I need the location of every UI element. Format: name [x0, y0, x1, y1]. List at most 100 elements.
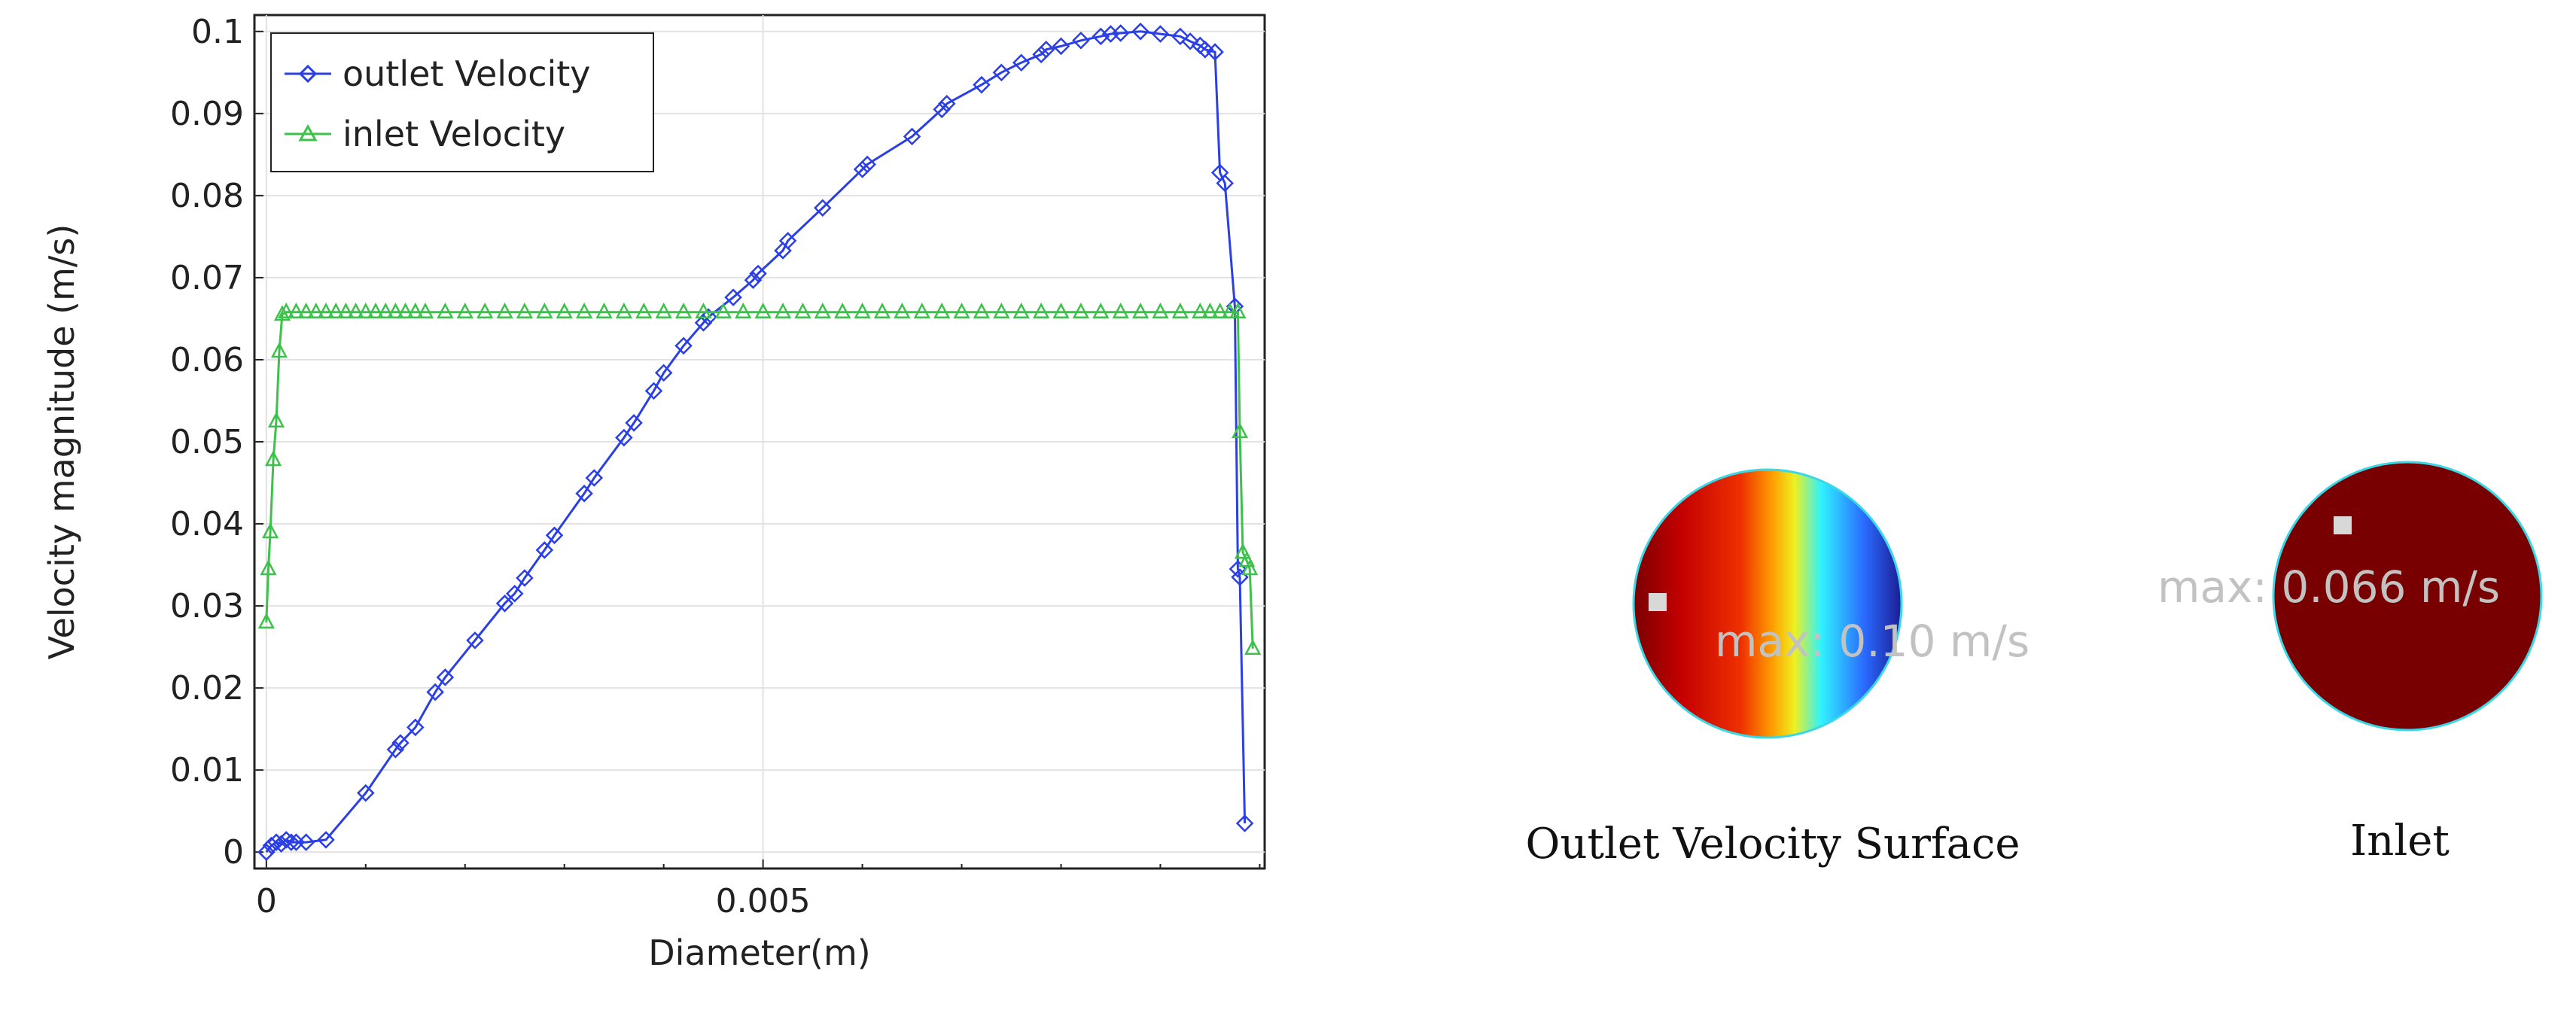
data-point	[694, 314, 713, 332]
y-tick-label: 0.02	[170, 669, 244, 707]
data-point	[575, 484, 593, 503]
data-point	[477, 303, 494, 318]
legend-entry-outlet: outlet Velocity	[285, 53, 591, 94]
legend-box	[270, 32, 654, 172]
data-point	[270, 342, 288, 358]
data-point	[278, 303, 295, 318]
data-point	[1032, 45, 1050, 64]
legend-triangle-marker	[298, 123, 318, 141]
series-outlet	[257, 23, 1254, 861]
outlet-velocity-surface: max: 0.10 m/s Outlet Velocity Surface	[1526, 468, 2029, 869]
y-tick-label: 0.09	[170, 95, 244, 133]
data-point	[699, 308, 717, 327]
data-point	[1052, 37, 1070, 56]
data-point	[267, 833, 285, 851]
data-point	[735, 303, 752, 318]
data-point	[615, 428, 633, 447]
data-point	[277, 831, 295, 849]
data-point	[505, 584, 524, 603]
series	[257, 23, 1262, 861]
data-point	[397, 303, 414, 318]
data-point	[262, 522, 279, 539]
data-point	[933, 303, 951, 318]
x-axis-ticks: 0 0.005	[256, 859, 1261, 920]
outlet-max-marker	[1649, 593, 1667, 611]
data-point	[635, 303, 653, 318]
data-point	[456, 303, 473, 318]
data-point	[973, 75, 991, 94]
data-point	[894, 303, 911, 318]
data-point	[674, 303, 693, 318]
data-point	[1111, 24, 1130, 42]
data-point	[426, 683, 444, 701]
y-tick-label: 0.03	[170, 587, 244, 625]
data-point	[1131, 23, 1149, 41]
data-point	[1234, 543, 1252, 559]
data-point	[260, 559, 277, 576]
data-point	[347, 303, 364, 318]
data-point	[267, 412, 285, 427]
x-tick-label: 0.005	[716, 882, 811, 920]
data-point	[853, 160, 872, 178]
data-point	[1181, 32, 1199, 50]
data-point	[873, 303, 891, 318]
y-tick-label: 0.08	[170, 177, 244, 215]
outlet-max-label: max: 0.10 m/s	[1715, 616, 2029, 667]
data-point	[858, 155, 876, 174]
data-point	[386, 741, 405, 759]
data-point	[264, 450, 282, 467]
data-point	[1092, 27, 1110, 46]
data-point	[288, 303, 305, 318]
data-point	[794, 303, 811, 318]
data-point	[973, 303, 990, 318]
data-point	[595, 303, 613, 318]
data-point	[377, 303, 394, 318]
data-point	[814, 303, 831, 318]
outlet-surface-disc	[1632, 468, 1903, 739]
data-point	[585, 469, 604, 487]
data-point	[1151, 25, 1170, 43]
data-point	[273, 305, 291, 321]
data-point	[937, 94, 956, 113]
x-tick-label: 0	[256, 882, 277, 920]
data-point	[387, 303, 404, 318]
data-point	[953, 303, 970, 318]
data-point	[516, 303, 533, 318]
data-point	[1052, 303, 1070, 318]
data-point	[854, 303, 871, 318]
data-point	[297, 303, 315, 318]
data-point	[307, 303, 324, 318]
y-axis-label: Velocity magnitude (m/s)	[41, 224, 82, 660]
data-point	[357, 783, 375, 802]
legend: outlet Velocity inlet Velocity	[270, 32, 654, 172]
data-point	[367, 303, 385, 318]
data-point	[297, 833, 315, 851]
data-point	[391, 734, 410, 752]
data-point	[416, 303, 434, 318]
data-point	[1171, 303, 1189, 318]
data-point	[1072, 32, 1090, 50]
data-point	[1192, 303, 1209, 318]
data-point	[282, 833, 300, 851]
data-point	[545, 526, 564, 545]
data-point	[317, 831, 335, 849]
inlet-surface: max: 0.066 m/s Inlet	[2157, 461, 2543, 865]
data-point	[262, 836, 281, 855]
data-point	[496, 303, 513, 318]
data-point	[1196, 41, 1214, 59]
data-point	[778, 232, 797, 250]
data-point	[625, 414, 643, 432]
data-point	[272, 835, 291, 853]
data-point	[903, 127, 921, 146]
data-point	[1112, 303, 1129, 318]
data-point	[1206, 43, 1224, 61]
y-tick-label: 0	[223, 833, 244, 872]
data-point	[495, 595, 514, 613]
data-point	[1211, 303, 1229, 318]
outlet-surface-caption: Outlet Velocity Surface	[1526, 820, 2020, 869]
data-point	[556, 303, 573, 318]
data-point	[674, 336, 693, 355]
legend-label-inlet: inlet Velocity	[343, 114, 565, 154]
data-point	[913, 303, 930, 318]
